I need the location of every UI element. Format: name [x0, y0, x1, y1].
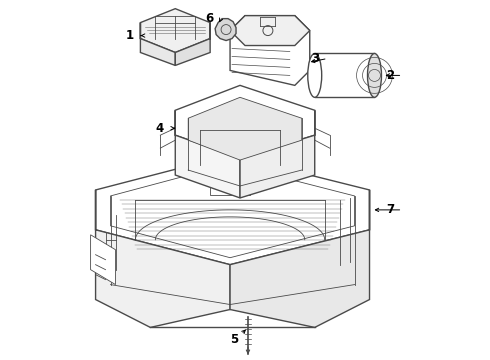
- Polygon shape: [91, 235, 116, 285]
- Ellipse shape: [368, 54, 382, 97]
- Polygon shape: [111, 164, 355, 258]
- Polygon shape: [230, 190, 369, 328]
- Polygon shape: [240, 110, 315, 198]
- Polygon shape: [141, 23, 175, 66]
- Polygon shape: [230, 15, 310, 45]
- Polygon shape: [215, 19, 236, 41]
- Polygon shape: [188, 97, 302, 160]
- Text: 7: 7: [386, 203, 394, 216]
- Polygon shape: [175, 85, 315, 158]
- Polygon shape: [210, 175, 250, 195]
- Text: 6: 6: [205, 12, 213, 25]
- Polygon shape: [175, 110, 240, 198]
- Ellipse shape: [308, 54, 322, 97]
- Polygon shape: [96, 155, 369, 265]
- Text: 4: 4: [155, 122, 163, 135]
- Text: 5: 5: [230, 333, 238, 346]
- Text: 2: 2: [386, 69, 394, 82]
- Text: 3: 3: [312, 52, 319, 65]
- Polygon shape: [230, 15, 310, 85]
- Text: 1: 1: [125, 29, 133, 42]
- Polygon shape: [175, 23, 210, 66]
- Polygon shape: [141, 9, 210, 53]
- Polygon shape: [96, 190, 230, 328]
